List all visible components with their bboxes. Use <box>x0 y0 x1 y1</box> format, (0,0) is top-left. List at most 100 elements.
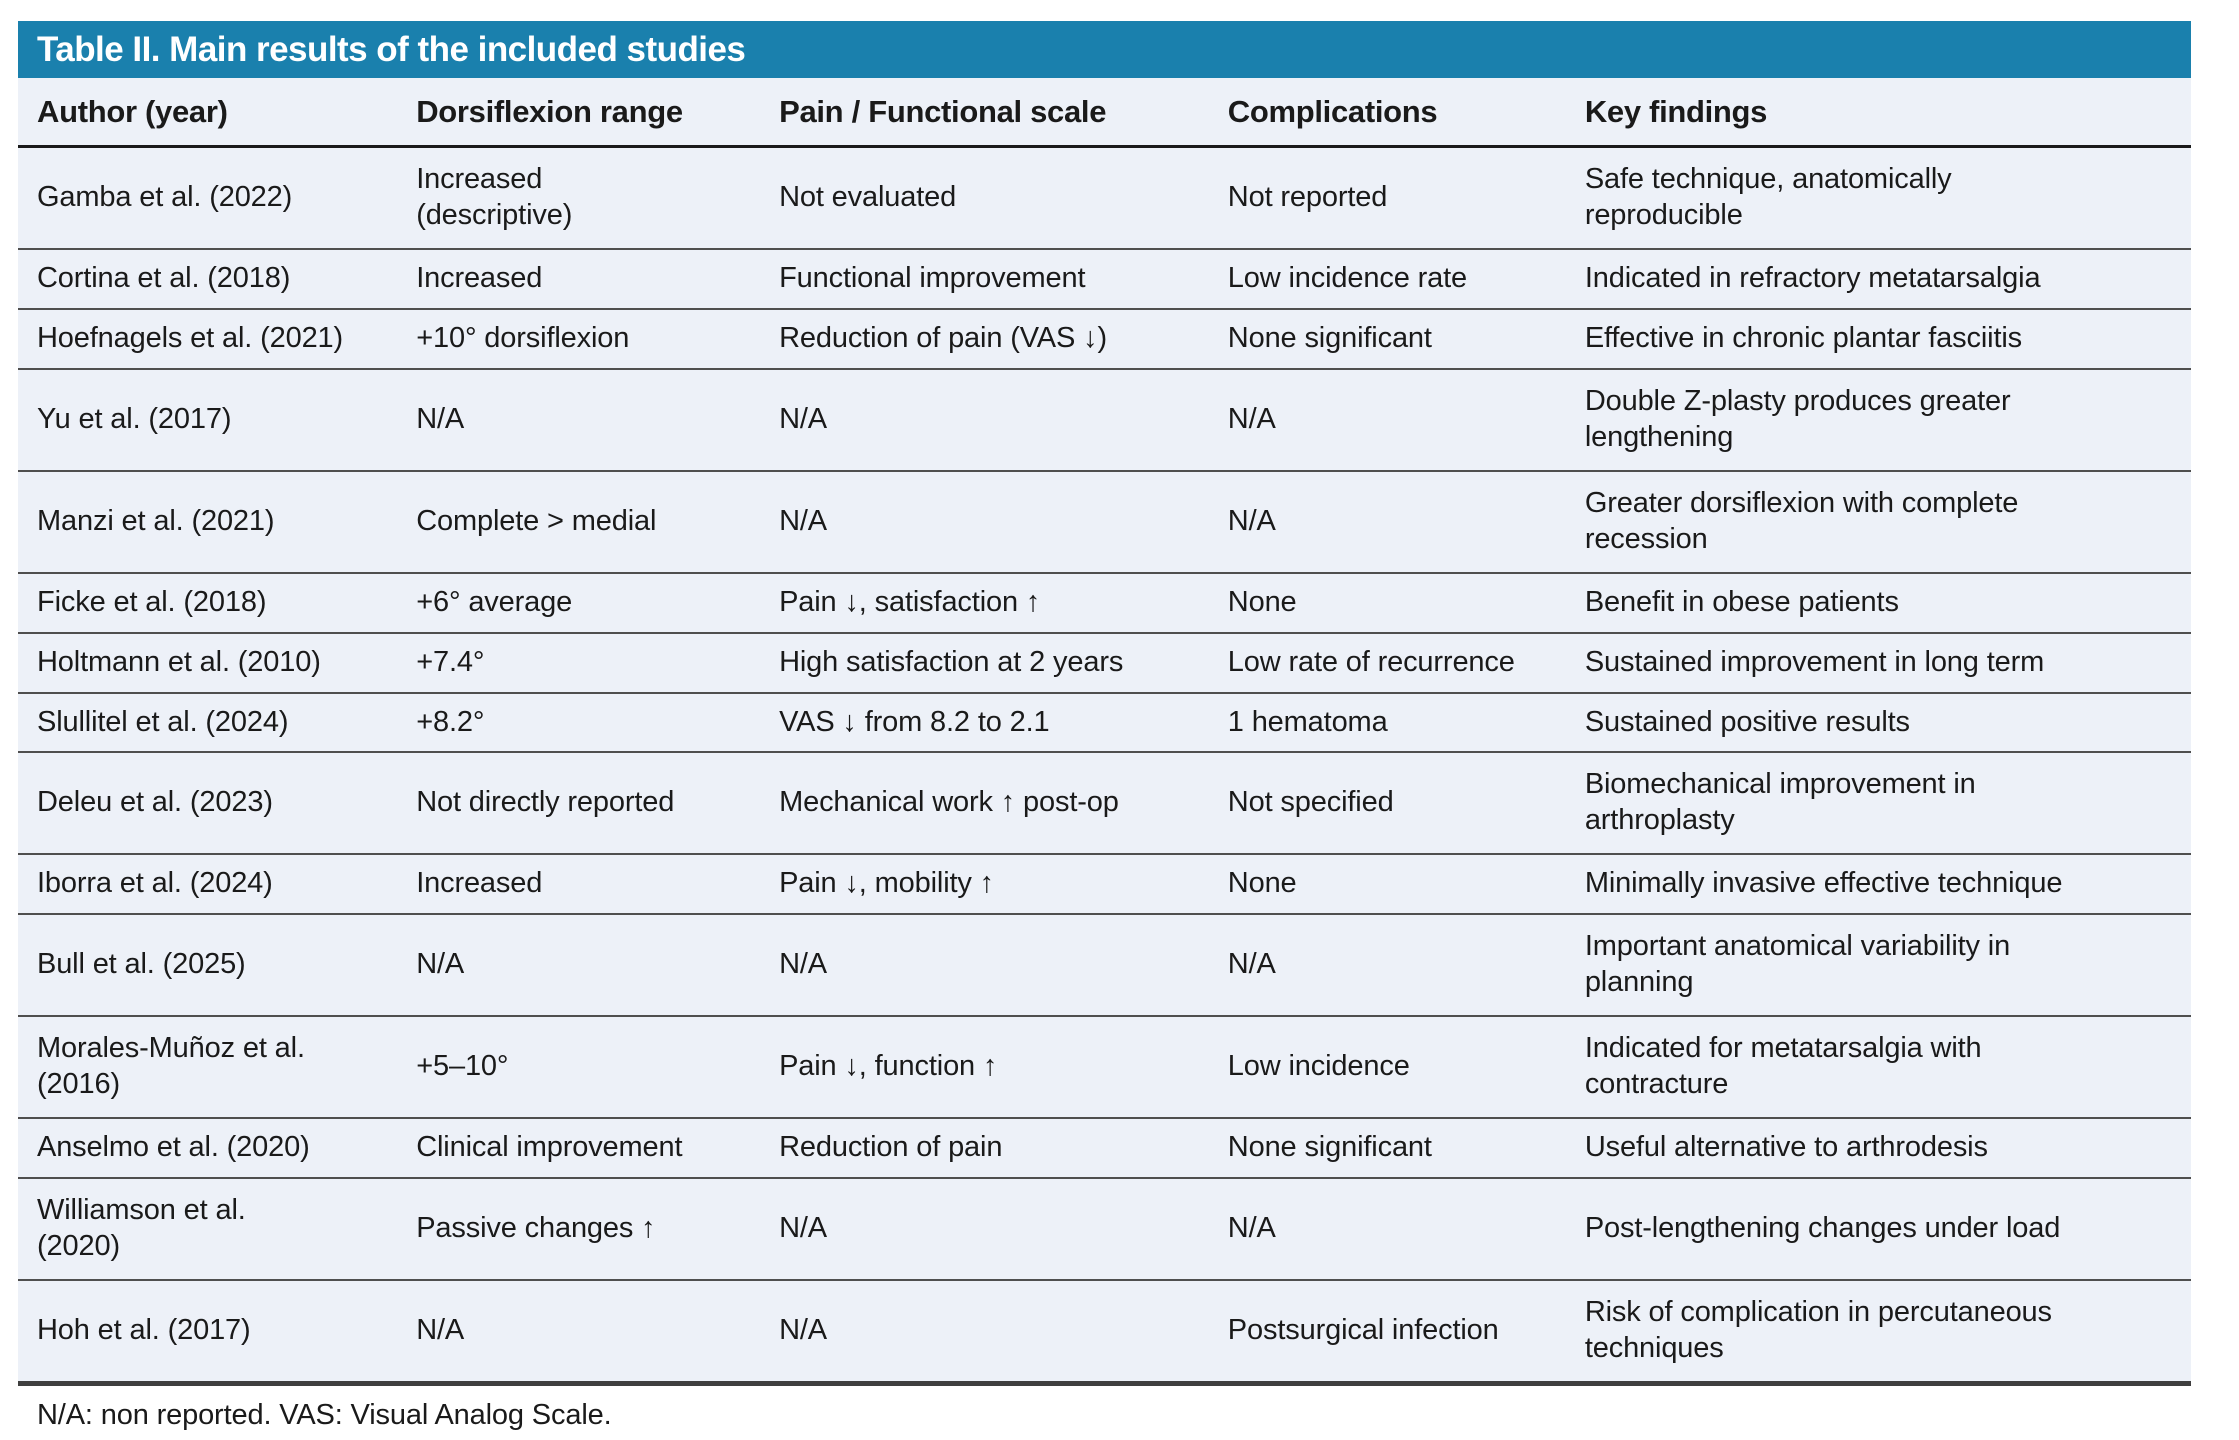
table-row: Hoefnagels et al. (2021) +10° dorsiflexio… <box>18 308 2191 370</box>
table-row: Williamson et al. (2020) Passive changes … <box>18 1178 2191 1282</box>
cell-author: Ficke et al. (2018) <box>18 572 398 634</box>
cell-key-findings: Benefit in obese patients <box>1565 572 2191 634</box>
cell-key-findings: Indicated in refractory metatarsalgia <box>1565 248 2191 310</box>
column-header-dorsiflexion-range: Dorsiflexion range <box>397 78 761 148</box>
table-body: Gamba et al. (2022) Increased (descriptiv… <box>18 146 2191 1386</box>
cell-key-findings: Useful alternative to arthrodesis <box>1565 1118 2191 1180</box>
cell-key-findings: Risk of complication in percutaneous tec… <box>1565 1280 2191 1386</box>
cell-dorsiflexion-range: +10° dorsiflexion <box>397 308 761 370</box>
table-row: Cortina et al. (2018) Increased Functional… <box>18 248 2191 310</box>
cell-key-findings: Effective in chronic plantar fasciitis <box>1565 308 2191 370</box>
cell-dorsiflexion-range: +5–10° <box>397 1016 761 1120</box>
cell-author: Williamson et al. (2020) <box>18 1178 398 1282</box>
table-row: Anselmo et al. (2020) Clinical improvemen… <box>18 1118 2191 1180</box>
cell-complications: N/A <box>1208 368 1566 472</box>
table-row: Morales-Muñoz et al. (2016) +5–10° Pain ↓,… <box>18 1016 2191 1120</box>
cell-author: Iborra et al. (2024) <box>18 854 398 916</box>
results-table-container: Table II. Main results of the included s… <box>18 21 2191 1432</box>
column-header-key-findings: Key findings <box>1565 78 2191 148</box>
cell-dorsiflexion-range: Complete > medial <box>397 470 761 574</box>
cell-complications: None significant <box>1208 1118 1566 1180</box>
cell-pain-functional-scale: Reduction of pain <box>760 1118 1209 1180</box>
cell-key-findings: Minimally invasive effective technique <box>1565 854 2191 916</box>
cell-pain-functional-scale: Not evaluated <box>760 146 1209 250</box>
table-row: Gamba et al. (2022) Increased (descriptiv… <box>18 146 2191 250</box>
cell-complications: None significant <box>1208 308 1566 370</box>
table-title-bar: Table II. Main results of the included s… <box>18 21 2191 78</box>
cell-dorsiflexion-range: N/A <box>397 368 761 472</box>
table-row: Iborra et al. (2024) Increased Pain ↓, mob… <box>18 854 2191 916</box>
column-header-pain-functional-scale: Pain / Functional scale <box>760 78 1209 148</box>
cell-complications: None <box>1208 854 1566 916</box>
cell-complications: Postsurgical infection <box>1208 1280 1566 1386</box>
cell-key-findings: Indicated for metatarsalgia with contrac… <box>1565 1016 2191 1120</box>
cell-complications: N/A <box>1208 1178 1566 1282</box>
results-table: Author (year) Dorsiflexion range Pain / … <box>18 78 2191 1386</box>
cell-pain-functional-scale: N/A <box>760 368 1209 472</box>
cell-key-findings: Sustained improvement in long term <box>1565 632 2191 694</box>
cell-pain-functional-scale: N/A <box>760 1178 1209 1282</box>
cell-author: Anselmo et al. (2020) <box>18 1118 398 1180</box>
cell-key-findings: Safe technique, anatomically reproducibl… <box>1565 146 2191 250</box>
cell-complications: N/A <box>1208 914 1566 1018</box>
table-row: Ficke et al. (2018) +6° average Pain ↓, sa… <box>18 572 2191 634</box>
cell-author: Hoh et al. (2017) <box>18 1280 398 1386</box>
cell-dorsiflexion-range: Passive changes ↑ <box>397 1178 761 1282</box>
cell-author: Manzi et al. (2021) <box>18 470 398 574</box>
cell-author: Yu et al. (2017) <box>18 368 398 472</box>
cell-complications: Not specified <box>1208 752 1566 856</box>
cell-pain-functional-scale: Functional improvement <box>760 248 1209 310</box>
cell-dorsiflexion-range: Increased <box>397 854 761 916</box>
table-row: Bull et al. (2025) N/A N/A N/A Important ana… <box>18 914 2191 1018</box>
cell-dorsiflexion-range: +7.4° <box>397 632 761 694</box>
cell-pain-functional-scale: Mechanical work ↑ post-op <box>760 752 1209 856</box>
cell-dorsiflexion-range: +8.2° <box>397 692 761 754</box>
table-footnote: N/A: non reported. VAS: Visual Analog Sc… <box>37 1398 612 1431</box>
cell-pain-functional-scale: N/A <box>760 914 1209 1018</box>
table-row: Slullitel et al. (2024) +8.2° VAS ↓ from 8… <box>18 692 2191 754</box>
cell-complications: Low incidence rate <box>1208 248 1566 310</box>
cell-author: Deleu et al. (2023) <box>18 752 398 856</box>
cell-key-findings: Double Z-plasty produces greater lengthe… <box>1565 368 2191 472</box>
cell-pain-functional-scale: N/A <box>760 1280 1209 1386</box>
cell-author: Cortina et al. (2018) <box>18 248 398 310</box>
cell-pain-functional-scale: Pain ↓, satisfaction ↑ <box>760 572 1209 634</box>
cell-key-findings: Sustained positive results <box>1565 692 2191 754</box>
column-header-author: Author (year) <box>18 78 398 148</box>
cell-author: Holtmann et al. (2010) <box>18 632 398 694</box>
cell-author: Morales-Muñoz et al. (2016) <box>18 1016 398 1120</box>
table-row: Manzi et al. (2021) Complete > medial N/A N… <box>18 470 2191 574</box>
table-row: Yu et al. (2017) N/A N/A N/A Double Z-plasty… <box>18 368 2191 472</box>
cell-author: Hoefnagels et al. (2021) <box>18 308 398 370</box>
table-row: Hoh et al. (2017) N/A N/A Postsurgical infe… <box>18 1280 2191 1386</box>
cell-author: Slullitel et al. (2024) <box>18 692 398 754</box>
cell-dorsiflexion-range: Increased <box>397 248 761 310</box>
cell-complications: 1 hematoma <box>1208 692 1566 754</box>
table-row: Holtmann et al. (2010) +7.4° High satisfac… <box>18 632 2191 694</box>
cell-complications: None <box>1208 572 1566 634</box>
cell-pain-functional-scale: High satisfaction at 2 years <box>760 632 1209 694</box>
column-header-complications: Complications <box>1208 78 1566 148</box>
cell-dorsiflexion-range: Clinical improvement <box>397 1118 761 1180</box>
cell-dorsiflexion-range: N/A <box>397 914 761 1018</box>
cell-pain-functional-scale: Reduction of pain (VAS ↓) <box>760 308 1209 370</box>
cell-pain-functional-scale: N/A <box>760 470 1209 574</box>
cell-key-findings: Greater dorsiflexion with complete reces… <box>1565 470 2191 574</box>
cell-pain-functional-scale: Pain ↓, function ↑ <box>760 1016 1209 1120</box>
table-row: Deleu et al. (2023) Not directly reported… <box>18 752 2191 856</box>
cell-key-findings: Biomechanical improvement in arthroplast… <box>1565 752 2191 856</box>
cell-key-findings: Important anatomical variability in plan… <box>1565 914 2191 1018</box>
cell-dorsiflexion-range: +6° average <box>397 572 761 634</box>
cell-complications: Low incidence <box>1208 1016 1566 1120</box>
cell-dorsiflexion-range: Increased (descriptive) <box>397 146 761 250</box>
cell-author: Gamba et al. (2022) <box>18 146 398 250</box>
cell-dorsiflexion-range: Not directly reported <box>397 752 761 856</box>
cell-dorsiflexion-range: N/A <box>397 1280 761 1386</box>
cell-author: Bull et al. (2025) <box>18 914 398 1018</box>
header-row: Author (year) Dorsiflexion range Pain / … <box>18 78 2191 148</box>
cell-complications: Not reported <box>1208 146 1566 250</box>
cell-key-findings: Post-lengthening changes under load <box>1565 1178 2191 1282</box>
cell-complications: N/A <box>1208 470 1566 574</box>
table-title: Table II. Main results of the included s… <box>37 29 746 69</box>
